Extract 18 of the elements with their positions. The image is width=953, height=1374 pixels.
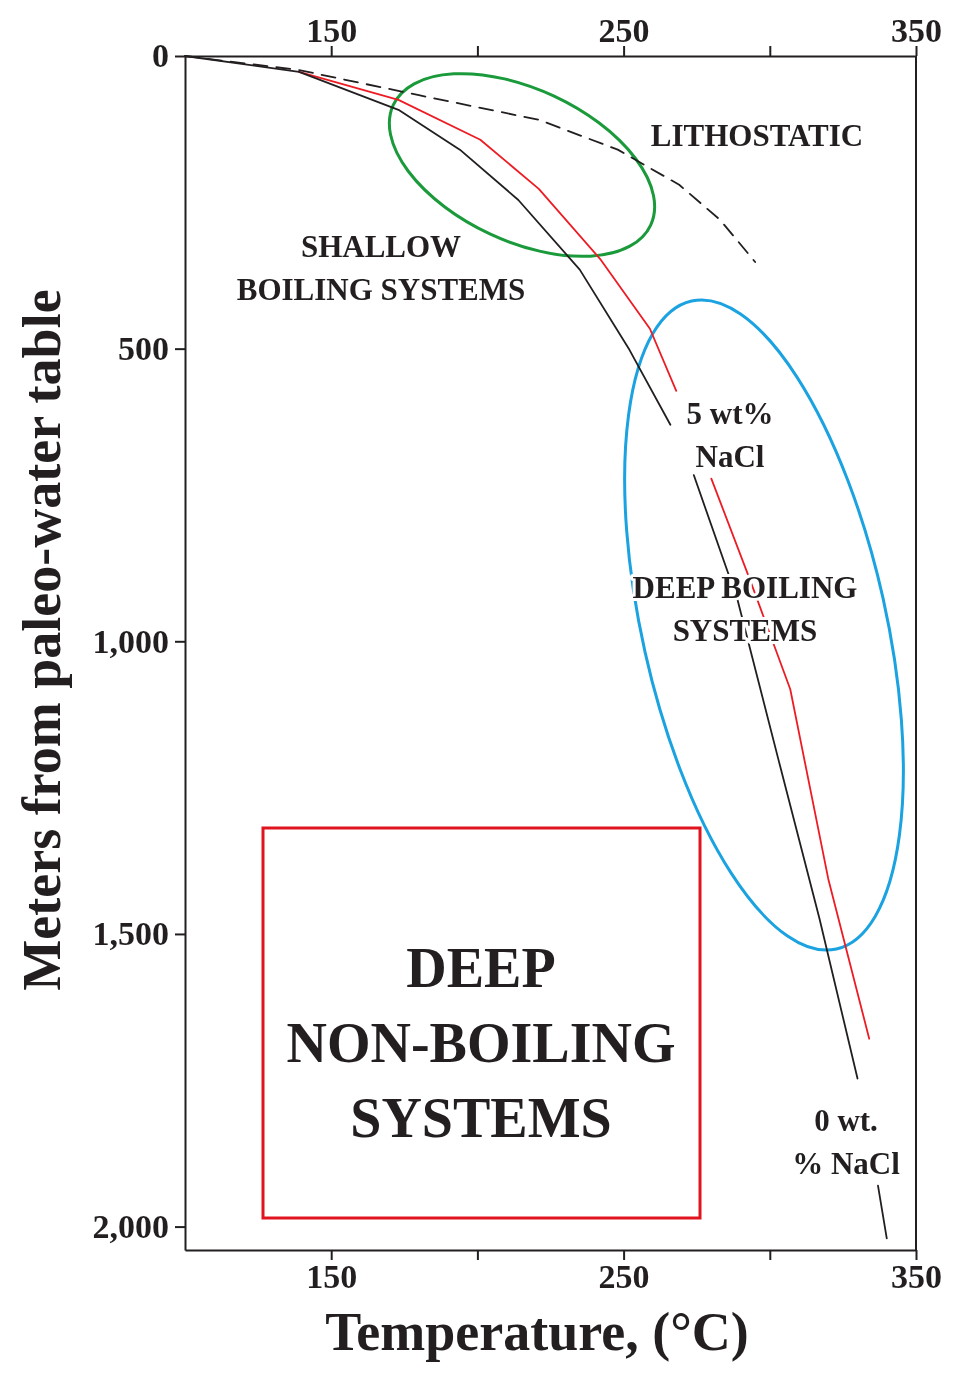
- annotation: SHALLOW BOILING SYSTEMS: [236, 229, 526, 308]
- x-tick-label: 150: [306, 12, 358, 49]
- y-axis-title: Meters from paleo-water table: [12, 289, 72, 991]
- x2-tick-label: 150: [306, 1258, 358, 1296]
- y-tick-label: 0: [152, 37, 169, 75]
- y-tick-label: 2,000: [92, 1207, 169, 1245]
- series-label: LITHOSTATIC: [650, 118, 864, 153]
- series-label: 5 wt% NaCl: [686, 396, 774, 474]
- y-tick-label: 1,000: [92, 622, 169, 660]
- y-tick-label: 1,500: [92, 915, 169, 953]
- x-tick-label: 250: [598, 12, 650, 49]
- x2-tick-label: 350: [891, 1258, 942, 1296]
- x-axis-title: Temperature, (°C): [325, 1302, 749, 1362]
- y-tick-label: 500: [118, 330, 169, 368]
- x2-tick-label: 250: [598, 1258, 650, 1296]
- series-label: 0 wt. % NaCl: [792, 1103, 901, 1181]
- x-tick-label: 350: [891, 12, 942, 49]
- annotation: DEEP NON-BOILING SYSTEMS: [286, 937, 676, 1150]
